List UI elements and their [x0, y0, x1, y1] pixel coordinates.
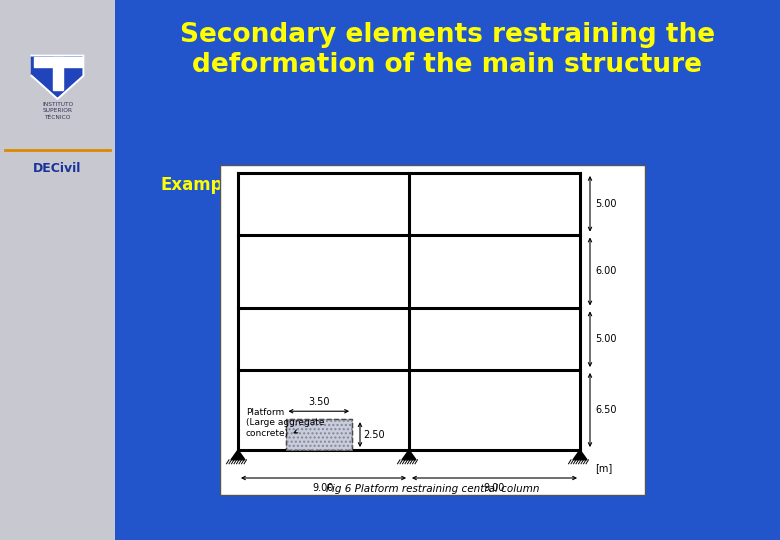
Polygon shape	[52, 57, 62, 90]
Polygon shape	[34, 57, 81, 66]
Text: Secondary elements restraining the
deformation of the main structure: Secondary elements restraining the defor…	[180, 23, 715, 78]
Polygon shape	[231, 450, 245, 460]
Text: Example: Example	[160, 176, 239, 194]
Text: [m]: [m]	[595, 463, 612, 473]
Polygon shape	[402, 450, 416, 460]
Polygon shape	[31, 56, 83, 99]
Text: 6.00: 6.00	[595, 266, 616, 276]
Bar	[220, 165, 645, 495]
Text: 2.50: 2.50	[363, 430, 385, 440]
Text: INSTITUTO
SUPERIOR
TÉCNICO: INSTITUTO SUPERIOR TÉCNICO	[42, 102, 73, 120]
Text: 6.50: 6.50	[595, 405, 616, 415]
Bar	[0, 0, 115, 540]
Text: DECivil: DECivil	[34, 161, 82, 174]
Polygon shape	[573, 450, 587, 460]
Text: 9.00: 9.00	[313, 483, 334, 493]
Text: Platform
(Large aggregate
concrete): Platform (Large aggregate concrete)	[246, 408, 324, 438]
Text: 9.00: 9.00	[484, 483, 505, 493]
Bar	[285, 419, 352, 450]
Text: 5.00: 5.00	[595, 199, 616, 209]
Text: 3.50: 3.50	[308, 397, 329, 407]
Bar	[285, 419, 352, 450]
Text: Fig 6 Platform restraining central column: Fig 6 Platform restraining central colum…	[326, 484, 539, 494]
Text: 5.00: 5.00	[595, 334, 616, 344]
